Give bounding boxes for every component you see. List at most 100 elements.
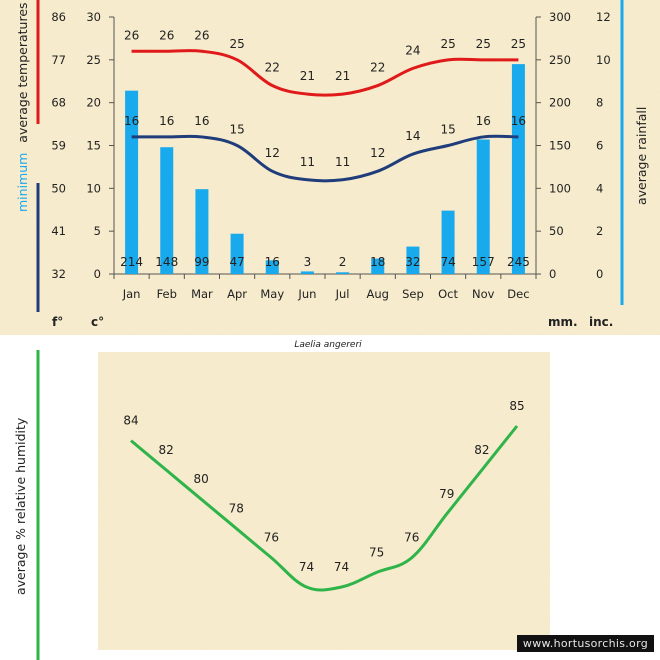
maximum-value-label: 26 [194,28,209,42]
fahrenheit-tick-label: 59 [51,139,66,153]
humidity-axis-title: average % relative humidity [13,417,28,595]
inches-unit-label: inc. [589,315,613,329]
minimum-value-label: 15 [440,123,455,137]
minimum-value-label: 15 [229,123,244,137]
inches-tick-label: 4 [596,181,603,195]
rainfall-value-label: 32 [405,255,420,269]
rainfall-bar [300,271,314,274]
humidity-value-label: 82 [158,443,173,457]
humidity-value-label: 74 [334,560,349,574]
website-watermark[interactable]: www.hortusorchis.org [516,635,654,652]
rainfall-value-label: 157 [472,255,495,269]
humidity-value-label: 80 [194,472,209,486]
humidity-value-label: 82 [474,443,489,457]
humidity-value-label: 74 [299,560,314,574]
month-label: Nov [472,287,495,301]
celsius-tick-label: 20 [86,96,101,110]
mm-tick-label: 200 [549,96,571,110]
humidity-value-label: 79 [439,487,454,501]
rainfall-value-label: 148 [155,255,178,269]
maximum-value-label: 22 [370,61,385,75]
data-labels-group: 26 26 26 25 22 21 21 22 24 25 25 25 16 16 16 15 12 11 11 12… [120,28,530,269]
minimum-temperature-line [131,134,519,183]
panel-texture [0,0,660,335]
month-label: Aug [367,287,389,301]
humidity-value-label: 76 [264,531,279,545]
maximum-value-label: 25 [511,37,526,51]
minimum-label: minimum [15,153,30,212]
temperature-lines-group [131,49,519,183]
minimum-value-label: 12 [265,146,280,160]
minimum-value-label: 11 [300,155,315,169]
maximum-value-label: 22 [265,61,280,75]
inches-tick-label: 6 [596,139,603,153]
minimum-value-label: 14 [405,129,420,143]
avg-temps-label: average temperatures [15,2,30,142]
mm-tick-label: 0 [549,267,556,281]
inches-tick-label: 0 [596,267,603,281]
fahrenheit-tick-label: 77 [51,53,66,67]
humidity-value-label: 78 [229,501,244,515]
humidity-line [130,425,519,592]
minimum-value-label: 16 [476,114,491,128]
rainfall-value-label: 18 [370,255,385,269]
celsius-tick-label: 0 [94,267,101,281]
inches-tick-label: 12 [596,10,611,24]
celsius-tick-label: 15 [86,139,101,153]
minimum-value-label: 16 [511,114,526,128]
humidity-value-label: 75 [369,545,384,559]
rainfall-value-label: 2 [339,255,347,269]
fahrenheit-tick-label: 32 [51,267,66,281]
rainfall-value-label: 214 [120,255,143,269]
minimum-value-label: 16 [124,114,139,128]
maximum-value-label: 24 [405,43,420,57]
inches-tick-label: 8 [596,96,603,110]
fahrenheit-tick-label: 50 [51,181,66,195]
rainfall-bars-group [125,64,525,274]
rainfall-value-label: 47 [229,255,244,269]
humidity-group: 84 82 80 78 76 74 74 75 76 79 82 85 [123,399,525,592]
humidity-value-label: 84 [123,414,138,428]
maximum-value-label: 25 [229,37,244,51]
month-label: Jul [335,287,350,301]
celsius-tick-label: 5 [94,224,101,238]
rainfall-axis-title: average rainfall [634,107,649,205]
mm-tick-label: 250 [549,53,571,67]
month-label: Sep [402,287,424,301]
month-label: Mar [191,287,213,301]
fahrenheit-tick-label: 68 [51,96,66,110]
mm-unit-label: mm. [548,315,578,329]
month-label: Jun [297,287,316,301]
left-axis-title: minimum average temperatures maximum [15,0,30,212]
mm-tick-label: 300 [549,10,571,24]
rainfall-bar [511,64,525,274]
rainfall-bar [476,139,490,274]
rainfall-value-label: 3 [304,255,312,269]
maximum-temperature-line [131,49,519,97]
rainfall-bar [160,147,174,274]
mm-tick-label: 150 [549,139,571,153]
inches-tick-label: 10 [596,53,611,67]
humidity-value-label: 76 [404,531,419,545]
rainfall-value-label: 74 [440,255,455,269]
month-label: Apr [227,287,247,301]
rainfall-bar [195,189,209,274]
minimum-value-label: 12 [370,146,385,160]
rainfall-value-label: 16 [265,255,280,269]
humidity-value-label: 85 [509,399,524,413]
svg-text:minimum average temper: minimum average temperatures maximum [15,0,30,212]
minimum-value-label: 11 [335,155,350,169]
mm-tick-label: 100 [549,181,571,195]
celsius-tick-label: 25 [86,53,101,67]
rainfall-value-label: 99 [194,255,209,269]
month-label: Feb [157,287,177,301]
rainfall-bar [406,246,420,274]
rainfall-bar [371,258,385,274]
celsius-tick-label: 30 [86,10,101,24]
rainfall-bar [441,210,455,274]
fahrenheit-unit-label: f° [52,315,63,329]
month-label: Jan [122,287,141,301]
fahrenheit-tick-label: 41 [51,224,66,238]
